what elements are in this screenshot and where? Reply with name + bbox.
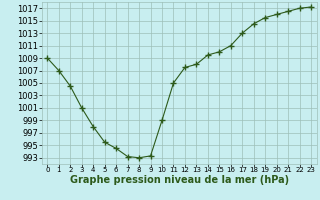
X-axis label: Graphe pression niveau de la mer (hPa): Graphe pression niveau de la mer (hPa) (70, 175, 289, 185)
